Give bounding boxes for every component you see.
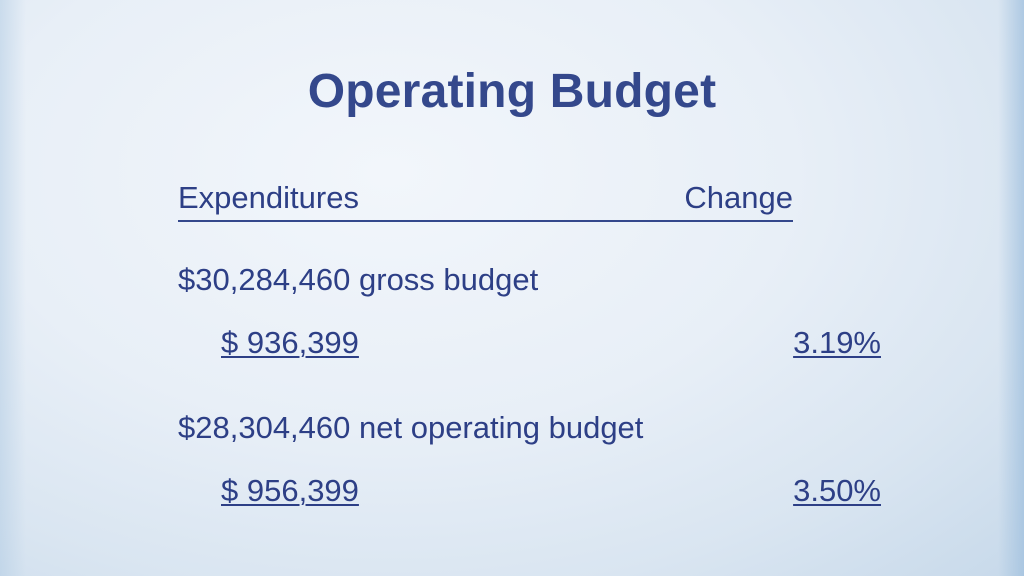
expenditures-header: Expenditures: [178, 180, 359, 215]
net-operating-budget-amount: $ 956,399: [221, 473, 359, 508]
slide-title: Operating Budget: [307, 65, 717, 118]
change-header: Change: [684, 180, 793, 215]
net-operating-budget-change: 3.50%: [793, 473, 881, 508]
net-operating-budget-line: $28,304,460 net operating budget: [178, 410, 644, 445]
gross-budget-change: 3.19%: [793, 325, 881, 360]
gross-budget-amount: $ 936,399: [221, 325, 359, 360]
gross-budget-line: $30,284,460 gross budget: [178, 262, 539, 297]
slide-left-edge: [0, 0, 26, 576]
column-header-row: Expenditures Change: [178, 180, 793, 222]
slide-right-edge: [998, 0, 1024, 576]
